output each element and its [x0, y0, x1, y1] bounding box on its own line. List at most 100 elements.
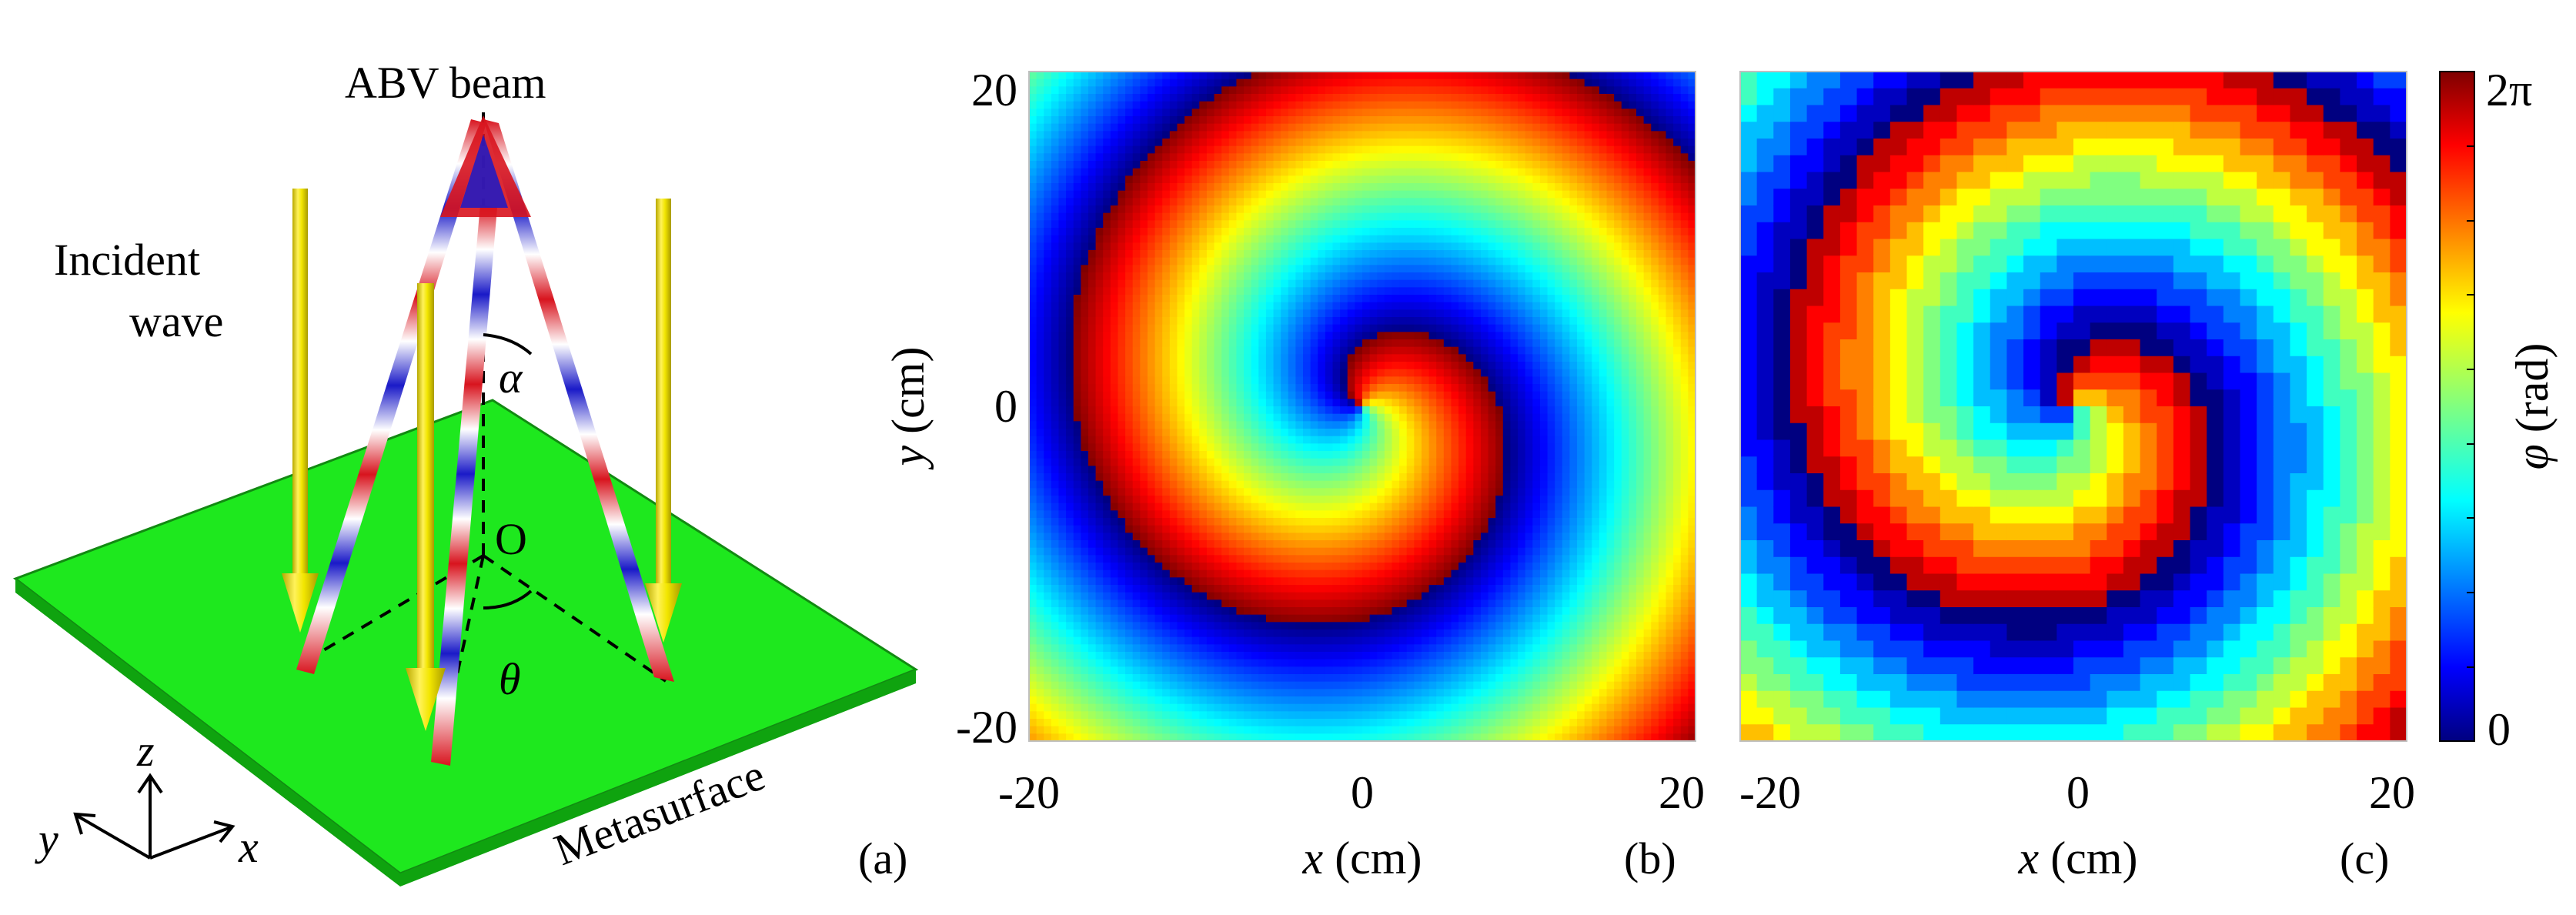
phase-cell: [1340, 413, 1348, 422]
phase-cell: [1118, 719, 1126, 727]
phase-cell: [1147, 198, 1156, 206]
phase-cell: [1073, 636, 1081, 645]
phase-cell: [1118, 205, 1126, 214]
phase-cell: [1081, 116, 1089, 125]
phase-cell: [1244, 726, 1252, 734]
phase-cell: [1029, 94, 1037, 102]
phase-cell: [1162, 689, 1171, 697]
phase-cell: [1147, 547, 1156, 556]
phase-cell: [1088, 614, 1097, 623]
phase-cell: [1406, 145, 1415, 154]
phase-cell: [1125, 295, 1134, 303]
phase-cell: [1377, 666, 1385, 675]
phase-cell: [1236, 636, 1245, 645]
phase-cell: [1310, 101, 1318, 109]
phase-cell: [1132, 466, 1141, 474]
phase-cell: [1103, 480, 1111, 489]
phase-cell: [1051, 324, 1060, 332]
phase-cell: [1377, 555, 1385, 563]
phase-cell: [1169, 302, 1178, 310]
phase-cell: [1392, 496, 1400, 504]
phase-cell: [1295, 94, 1304, 102]
phase-cell: [1036, 458, 1044, 466]
phase-cell: [1377, 466, 1385, 474]
phase-cell: [1406, 555, 1415, 563]
phase-cell: [1281, 614, 1289, 623]
phase-cell: [1199, 235, 1208, 243]
phase-cell: [1236, 689, 1245, 697]
phase-cell: [1355, 525, 1363, 533]
phase-cell: [1236, 518, 1245, 526]
phase-cell: [1228, 265, 1238, 273]
phase-cell: [1281, 376, 1289, 385]
phase-cell: [1392, 183, 1400, 192]
phase-cell: [1265, 399, 1275, 407]
phase-cell: [1369, 235, 1378, 243]
phase-cell: [1265, 533, 1275, 541]
phase-cell: [1088, 339, 1097, 348]
phase-cell: [1303, 525, 1311, 533]
phase-cell: [1414, 228, 1422, 236]
phase-cell: [1103, 302, 1111, 310]
axis-z-label: z: [136, 726, 155, 776]
phase-cell: [1288, 175, 1296, 184]
phase-cell: [1221, 198, 1230, 206]
phase-cell: [1088, 652, 1097, 660]
phase-cell: [1162, 116, 1171, 125]
phase-cell: [1221, 510, 1230, 519]
phase-cell: [1355, 696, 1363, 705]
phase-cell: [1051, 399, 1060, 407]
phase-cell: [1125, 86, 1134, 95]
phase-cell: [1318, 496, 1326, 504]
phase-cell: [1406, 592, 1415, 600]
phase-cell: [1384, 703, 1393, 712]
phase-cell: [1258, 123, 1267, 132]
phase-cell: [1355, 250, 1363, 259]
phase-cell: [1066, 696, 1074, 705]
phase-cell: [1295, 525, 1304, 533]
phase-cell: [1184, 339, 1193, 348]
phase-cell: [1214, 220, 1222, 229]
phase-cell: [1288, 443, 1296, 452]
phase-cell: [1066, 109, 1074, 117]
phase-cell: [1110, 473, 1119, 482]
phase-cell: [1384, 399, 1393, 407]
phase-cell: [1169, 533, 1178, 541]
phase-cell: [1110, 295, 1119, 303]
phase-cell: [1073, 376, 1081, 385]
phase-cell: [1214, 309, 1222, 318]
phase-cell: [1428, 235, 1437, 243]
phase-cell: [1325, 636, 1334, 645]
phase-cell: [1377, 443, 1385, 452]
phase-cell: [1184, 123, 1193, 132]
phase-cell: [1273, 131, 1281, 139]
phase-cell: [1303, 399, 1311, 407]
phase-cell: [1377, 696, 1385, 705]
phase-cell: [1110, 533, 1119, 541]
phase-cell: [1428, 145, 1437, 154]
phase-cell: [1355, 101, 1363, 109]
phase-cell: [1044, 592, 1052, 600]
phase-cell: [1281, 309, 1289, 318]
phase-cell: [1258, 540, 1267, 549]
phase-cell: [1177, 279, 1185, 288]
phase-cell: [1310, 592, 1318, 600]
phase-cell: [1081, 674, 1089, 683]
phase-cell: [1295, 458, 1304, 466]
phase-cell: [1066, 480, 1074, 489]
phase-cell: [1110, 131, 1119, 139]
phase-cell: [1392, 86, 1400, 95]
phase-cell: [1214, 689, 1222, 697]
phase-cell: [1191, 123, 1200, 132]
phase-cell: [1088, 332, 1097, 340]
phase-cell: [1428, 466, 1437, 474]
phase-cell: [1221, 614, 1230, 623]
phase-cell: [1051, 703, 1060, 712]
phase-cell: [1073, 496, 1081, 504]
phase-cell: [1325, 295, 1334, 303]
phase-cell: [1044, 703, 1052, 712]
phase-cell: [1140, 406, 1148, 415]
phase-cell: [1214, 212, 1222, 221]
phase-cell: [1347, 681, 1355, 690]
phase-cell: [1199, 726, 1208, 734]
